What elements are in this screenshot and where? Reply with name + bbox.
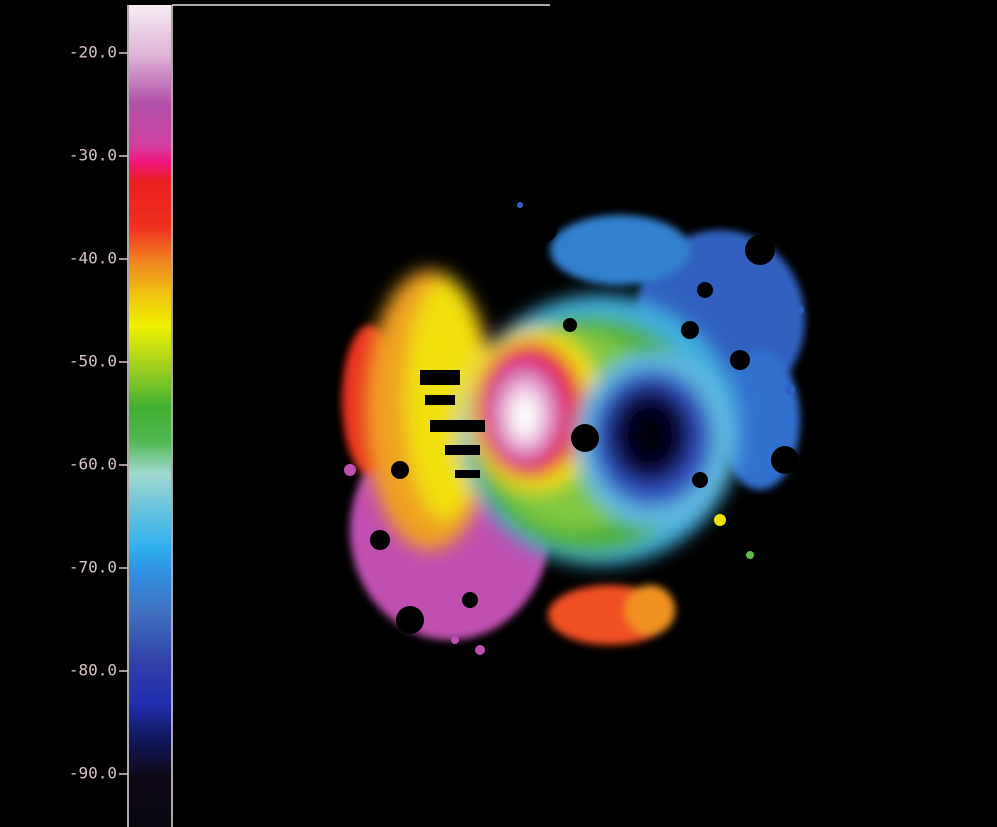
colorbar [129,5,171,827]
tick-label: -70.0 [69,558,117,577]
radar-echo [342,202,805,655]
tick-label: -50.0 [69,352,117,371]
tick-label: -20.0 [69,43,117,62]
tick-label: -40.0 [69,249,117,268]
tick-label: -90.0 [69,764,117,783]
tick-label: -60.0 [69,455,117,474]
tick-label: -30.0 [69,146,117,165]
tick-label: -80.0 [69,661,117,680]
